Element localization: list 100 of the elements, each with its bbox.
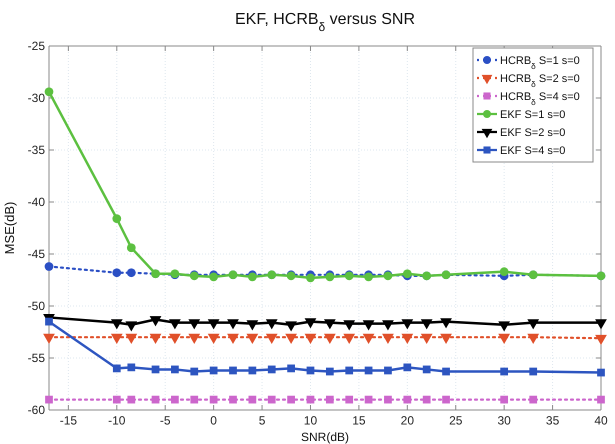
point [112,214,122,223]
point [362,320,374,330]
y-tick-label: -60 [28,402,46,417]
point [44,87,54,96]
point [364,272,373,282]
y-axis-title: MSE(dB) [2,202,17,254]
point [597,368,605,376]
x-tick-label: 25 [449,414,463,428]
point [420,334,433,344]
point [171,396,179,404]
legend-label: HCRB$_{δ}$ S=2 s=0 [500,73,580,88]
point [498,321,510,332]
point [420,319,433,330]
point [248,272,257,282]
legend-label: EKF S=4 s=0 [500,145,566,157]
point [152,366,160,374]
point [527,319,540,330]
point [285,334,297,344]
point [112,396,121,404]
point [324,319,336,330]
point [229,366,237,374]
point [44,262,54,271]
point [343,320,356,330]
point [326,396,334,404]
y-tick-label: -50 [28,298,46,313]
point [208,334,220,344]
point [304,318,316,328]
point [382,334,394,344]
x-tick-label: 5 [258,414,266,428]
point [248,396,256,404]
point [403,363,412,372]
x-tick-label: 15 [352,414,366,428]
point [345,396,354,404]
legend-label: HCRB$_{δ}$ S=1 s=0 [500,55,580,70]
point [364,396,372,404]
point [190,368,198,376]
point [597,396,605,404]
x-axis-title: SNR(dB) [300,430,350,444]
x-tick-label: -15 [60,414,78,428]
point [500,368,508,376]
point [384,366,392,374]
point [422,366,431,374]
point [268,366,276,374]
point [45,396,53,404]
point [442,368,450,376]
point [43,334,55,344]
point [324,334,336,344]
legend-label: HCRB$_{δ}$ S=4 s=0 [500,91,580,106]
legend-label: EKF S=1 s=0 [500,109,566,121]
x-tick-label: 0 [210,414,218,428]
point [227,334,239,344]
point [401,334,414,344]
point [210,366,218,374]
point [152,396,160,404]
point [112,268,122,278]
y-tick-label: -40 [28,194,46,209]
point [382,320,394,330]
point [127,363,136,372]
point [500,396,508,404]
point [229,396,237,404]
point [440,334,452,344]
point [287,364,295,372]
point [422,396,431,404]
x-tick-label: 10 [304,414,318,428]
point [403,396,412,404]
point [45,318,53,326]
point [401,319,414,330]
point [188,334,200,344]
point [384,396,392,404]
point [227,319,239,330]
point [127,396,136,404]
point [529,396,538,404]
point [126,268,136,278]
point [190,396,198,404]
legend-label: EKF S=2 s=0 [500,127,566,139]
point [306,274,315,282]
point [500,267,509,276]
point [125,334,138,344]
x-tick-label: -10 [108,414,126,428]
point [442,396,450,404]
point [362,334,374,344]
x-tick-label: -5 [160,414,171,428]
y-tick-label: -35 [28,142,46,157]
point [112,364,121,372]
point [364,366,372,374]
x-tick-label: 35 [546,414,560,428]
x-tick-label: 30 [497,414,512,428]
point [209,272,218,282]
point [188,319,200,330]
point [150,316,162,326]
point [325,272,334,282]
point [110,319,123,330]
point [169,334,181,344]
point [266,334,278,344]
point [268,396,276,404]
point [285,321,297,332]
point [125,321,138,332]
point [126,243,136,252]
point [527,334,540,344]
point [326,368,334,376]
